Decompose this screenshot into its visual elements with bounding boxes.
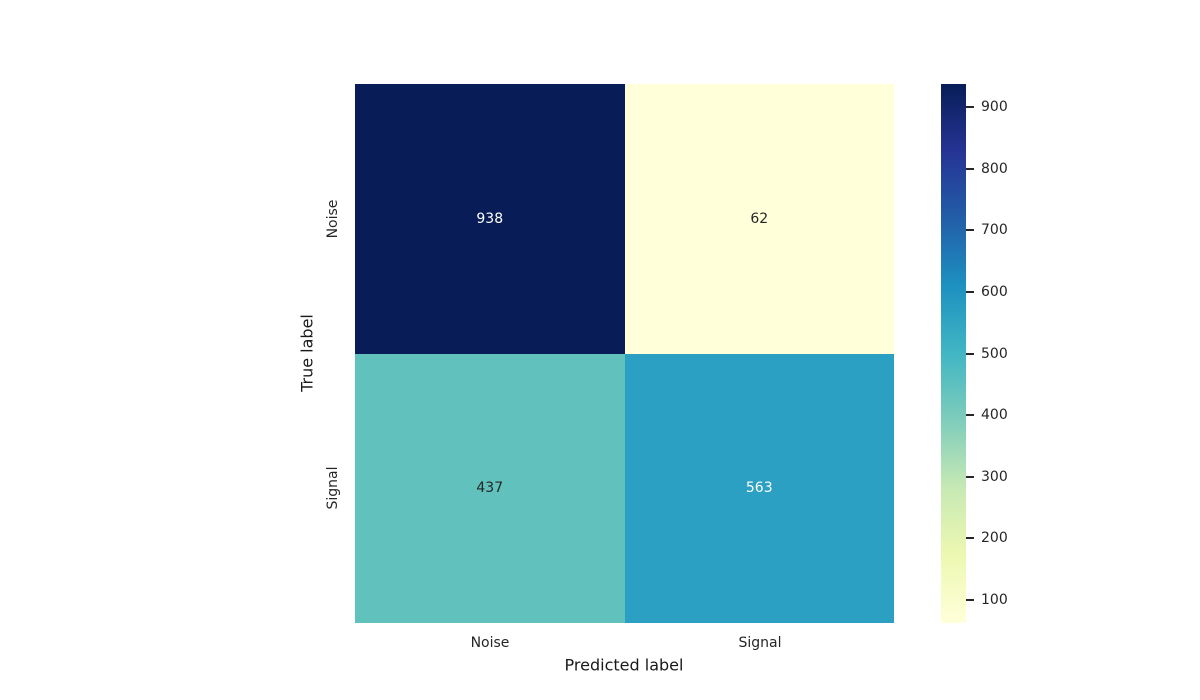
- colorbar-tick-mark: [966, 229, 974, 232]
- colorbar: [941, 84, 966, 623]
- x-axis-label: Predicted label: [564, 655, 684, 675]
- colorbar-tick-label: 600: [981, 283, 1008, 300]
- colorbar-tick-label: 200: [981, 530, 1008, 547]
- y-tick-label-noise: Noise: [325, 199, 341, 239]
- colorbar-tick-mark: [966, 598, 974, 601]
- colorbar-tick-label: 300: [981, 468, 1008, 485]
- colorbar-tick-mark: [966, 537, 974, 540]
- cell-annotation: 563: [745, 480, 773, 497]
- colorbar-tick-mark: [966, 290, 974, 293]
- colorbar-tick-mark: [966, 414, 974, 417]
- y-axis-label: True label: [297, 314, 317, 392]
- cell-annotation: 62: [750, 210, 769, 227]
- heatmap-grid: 938 62 437 563: [355, 84, 894, 623]
- colorbar-tick-mark: [966, 167, 974, 170]
- heatmap-cell-signal-signal: 563: [624, 353, 894, 623]
- colorbar-tick-label: 800: [981, 160, 1008, 177]
- colorbar-tick-label: 500: [981, 345, 1008, 362]
- colorbar-tick-mark: [966, 475, 974, 478]
- cell-annotation: 938: [476, 210, 504, 227]
- colorbar-tick-label: 700: [981, 222, 1008, 239]
- colorbar-tick-label: 400: [981, 407, 1008, 424]
- colorbar-tick-mark: [966, 106, 974, 109]
- x-tick-label-noise: Noise: [470, 635, 510, 651]
- y-tick-label-signal: Signal: [325, 466, 341, 510]
- heatmap-cell-noise-noise: 938: [355, 84, 625, 354]
- heatmap-cell-signal-noise: 437: [355, 353, 625, 623]
- colorbar-tick-label: 900: [981, 99, 1008, 116]
- heatmap-cell-noise-signal: 62: [624, 84, 894, 354]
- colorbar-tick-mark: [966, 352, 974, 355]
- x-tick-label-signal: Signal: [738, 635, 782, 651]
- colorbar-tick-label: 100: [981, 591, 1008, 608]
- cell-annotation: 437: [476, 480, 504, 497]
